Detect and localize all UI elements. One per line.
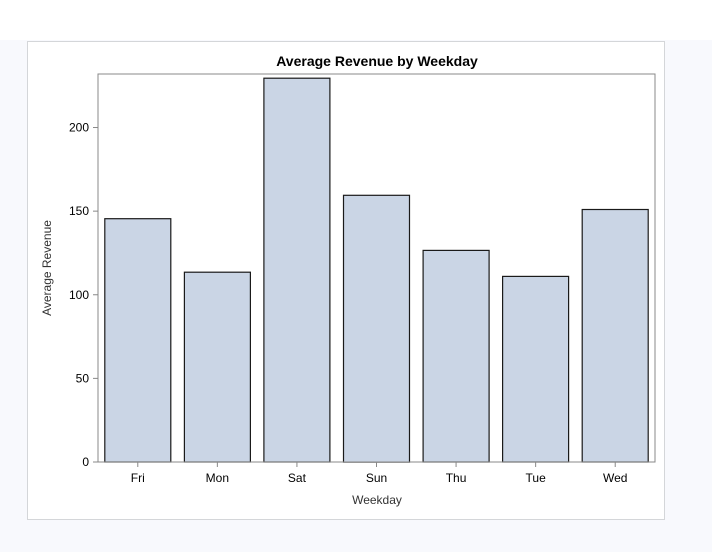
y-tick-label: 50: [76, 371, 90, 385]
bar-thu: [422, 249, 490, 463]
x-tick-label: Fri: [131, 471, 145, 485]
x-tick-label: Mon: [206, 471, 229, 485]
bar-sat: [263, 77, 331, 463]
bar-mon: [183, 271, 251, 463]
x-tick-label: Sun: [366, 471, 387, 485]
bar-wed: [581, 208, 649, 463]
bar-sun: [342, 194, 411, 463]
x-tick-label: Tue: [526, 471, 547, 485]
x-axis-label: Weekday: [352, 493, 402, 507]
y-axis-label: Average Revenue: [40, 220, 54, 316]
chart-title: Average Revenue by Weekday: [276, 53, 478, 69]
x-tick-label: Thu: [446, 471, 467, 485]
y-tick-label: 0: [82, 455, 89, 469]
x-tick-label: Sat: [288, 471, 307, 485]
y-tick-label: 200: [69, 121, 89, 135]
axes-layer: Fri Mon Sat Sun Thu Tue Wed 0 50 100 150 200: [69, 73, 656, 485]
bar-tue: [502, 275, 570, 463]
x-tick-label: Wed: [603, 471, 627, 485]
bar-fri: [104, 218, 172, 463]
y-tick-label: 100: [69, 288, 89, 302]
bars-layer: [104, 77, 649, 463]
y-tick-label: 150: [69, 204, 89, 218]
